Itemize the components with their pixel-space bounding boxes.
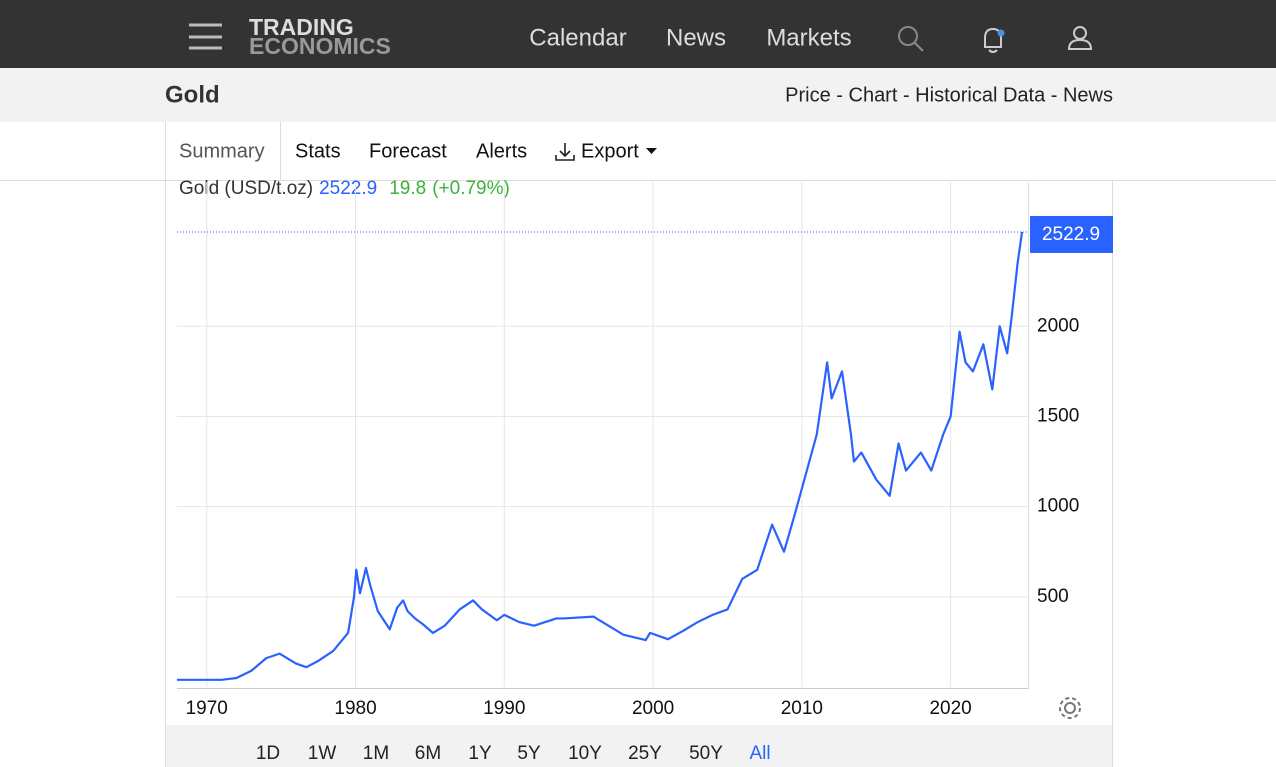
logo[interactable]: ECONOMICS (249, 33, 391, 59)
logo[interactable]: TRADING (249, 14, 354, 40)
download-icon[interactable] (555, 143, 575, 161)
y-tick-label: 2000 (1037, 315, 1079, 336)
range-button[interactable]: 1W (308, 743, 337, 764)
nav-link[interactable]: News (666, 24, 726, 51)
user-icon[interactable] (1067, 26, 1093, 50)
range-button[interactable]: 1Y (468, 743, 492, 764)
x-tick-label: 2000 (632, 698, 674, 719)
range-button[interactable]: 1M (363, 743, 389, 764)
series-name: Gold (USD/t.oz) (179, 178, 313, 199)
tab[interactable]: Forecast (369, 140, 447, 162)
range-buttons: 1D 1W 1M 6M 1Y 5Y 10Y 25Y 50Y All (256, 743, 771, 764)
bell-icon[interactable] (984, 27, 1005, 53)
range-button[interactable]: 5Y (517, 743, 541, 764)
menu-icon[interactable] (189, 23, 222, 50)
last-value: 2522.9 (319, 178, 377, 199)
search-icon[interactable] (898, 26, 924, 52)
price-line (177, 231, 1024, 681)
x-tick-label: 1980 (334, 698, 376, 719)
top-bar (0, 0, 1276, 68)
x-tick-label: 2020 (929, 698, 971, 719)
change-percent: (+0.79%) (432, 178, 510, 199)
nav-link[interactable]: Markets (766, 24, 851, 51)
sub-links[interactable]: Price - Chart - Historical Data - News (785, 84, 1113, 106)
subheader (0, 68, 1276, 122)
range-button[interactable]: 6M (415, 743, 441, 764)
range-button[interactable]: 50Y (689, 743, 723, 764)
tab[interactable]: Export (581, 140, 639, 162)
x-tick-label: 1970 (186, 698, 228, 719)
nav-link[interactable]: Calendar (529, 24, 626, 51)
chart: 500 1000 1500 2000 1970 1980 1990 2000 2010 2020 2… (177, 182, 1113, 719)
y-tick-label: 1500 (1037, 405, 1079, 426)
y-tick-label: 1000 (1037, 496, 1079, 517)
range-button[interactable]: 25Y (628, 743, 662, 764)
change: 19.8 (389, 178, 426, 199)
range-button[interactable]: All (749, 743, 770, 764)
x-tick-label: 1990 (483, 698, 525, 719)
range-button[interactable]: 1D (256, 743, 280, 764)
tab[interactable]: Alerts (476, 140, 527, 162)
range-bar (166, 725, 1112, 767)
tab[interactable]: Summary (179, 140, 265, 162)
x-tick-label: 2010 (781, 698, 823, 719)
range-button[interactable]: 10Y (568, 743, 602, 764)
settings-icon[interactable] (1059, 697, 1081, 719)
tab[interactable]: Stats (295, 140, 341, 162)
last-value-tag (1030, 215, 1113, 253)
y-tick-label: 500 (1037, 586, 1069, 607)
page-title: Gold (165, 81, 220, 108)
dropdown-caret (646, 148, 657, 154)
last-value-label: 2522.9 (1042, 224, 1100, 245)
